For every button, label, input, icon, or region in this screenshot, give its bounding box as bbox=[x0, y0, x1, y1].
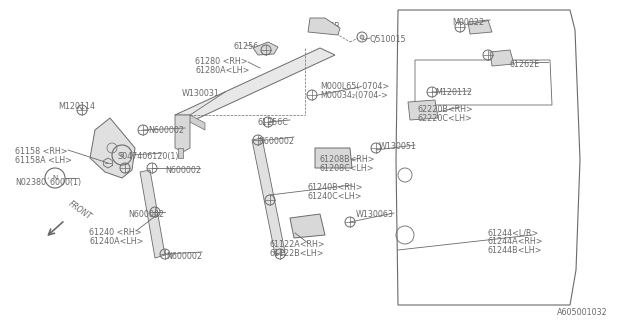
Polygon shape bbox=[290, 214, 325, 238]
Text: FRONT: FRONT bbox=[67, 200, 93, 222]
Text: 61244B<LH>: 61244B<LH> bbox=[488, 246, 542, 255]
Text: N600002: N600002 bbox=[166, 252, 202, 261]
Text: 62220B<RH>: 62220B<RH> bbox=[418, 105, 474, 114]
Text: 61262E: 61262E bbox=[510, 60, 540, 69]
Polygon shape bbox=[140, 170, 165, 258]
Text: S047406120(1): S047406120(1) bbox=[118, 152, 179, 161]
Text: M00022: M00022 bbox=[452, 18, 484, 27]
Text: W130051: W130051 bbox=[379, 142, 417, 151]
Polygon shape bbox=[90, 118, 135, 178]
Text: 61280 <RH>: 61280 <RH> bbox=[195, 57, 248, 66]
Text: N600002: N600002 bbox=[258, 137, 294, 146]
Text: 61158 <RH>: 61158 <RH> bbox=[15, 147, 67, 156]
Text: N600002: N600002 bbox=[165, 166, 201, 175]
Polygon shape bbox=[175, 115, 190, 152]
Text: 61067B: 61067B bbox=[310, 22, 340, 31]
Text: W130063: W130063 bbox=[356, 210, 394, 219]
Text: M000L65(-0704>: M000L65(-0704> bbox=[320, 82, 389, 91]
Polygon shape bbox=[468, 20, 492, 34]
Text: 61240A<LH>: 61240A<LH> bbox=[89, 237, 143, 246]
Text: N600002: N600002 bbox=[128, 210, 164, 219]
Text: 61240 <RH>: 61240 <RH> bbox=[89, 228, 141, 237]
Text: 61122B<LH>: 61122B<LH> bbox=[270, 249, 324, 258]
Text: 61244A<RH>: 61244A<RH> bbox=[488, 237, 543, 246]
Text: W130031: W130031 bbox=[182, 89, 220, 98]
Text: 61240C<LH>: 61240C<LH> bbox=[308, 192, 362, 201]
Circle shape bbox=[360, 35, 364, 39]
Text: 62220C<LH>: 62220C<LH> bbox=[418, 114, 473, 123]
Text: 61208B<RH>: 61208B<RH> bbox=[320, 155, 376, 164]
Polygon shape bbox=[175, 48, 335, 122]
Polygon shape bbox=[315, 148, 352, 168]
Text: M120112: M120112 bbox=[435, 88, 472, 97]
Text: Q510015: Q510015 bbox=[370, 35, 406, 44]
Polygon shape bbox=[252, 138, 285, 254]
Text: 61240B<RH>: 61240B<RH> bbox=[308, 183, 364, 192]
Text: M120114: M120114 bbox=[58, 102, 95, 111]
Text: M00034₂(0704->: M00034₂(0704-> bbox=[320, 91, 388, 100]
Text: 61244<L/R>: 61244<L/R> bbox=[488, 228, 540, 237]
Text: 61208C<LH>: 61208C<LH> bbox=[320, 164, 374, 173]
Text: 61280A<LH>: 61280A<LH> bbox=[195, 66, 250, 75]
Polygon shape bbox=[253, 42, 278, 55]
Polygon shape bbox=[490, 50, 514, 66]
Text: N02380´6000(1): N02380´6000(1) bbox=[15, 178, 81, 187]
Text: 61256C: 61256C bbox=[258, 118, 289, 127]
Text: S: S bbox=[120, 152, 124, 158]
Polygon shape bbox=[408, 100, 438, 120]
Polygon shape bbox=[308, 18, 340, 35]
Polygon shape bbox=[178, 148, 183, 158]
Text: 61256: 61256 bbox=[233, 42, 259, 51]
Text: 61158A <LH>: 61158A <LH> bbox=[15, 156, 72, 165]
Text: N: N bbox=[52, 175, 58, 181]
Text: 61122A<RH>: 61122A<RH> bbox=[270, 240, 326, 249]
Polygon shape bbox=[175, 115, 205, 130]
Text: N600002: N600002 bbox=[148, 126, 184, 135]
Text: A605001032: A605001032 bbox=[557, 308, 608, 317]
